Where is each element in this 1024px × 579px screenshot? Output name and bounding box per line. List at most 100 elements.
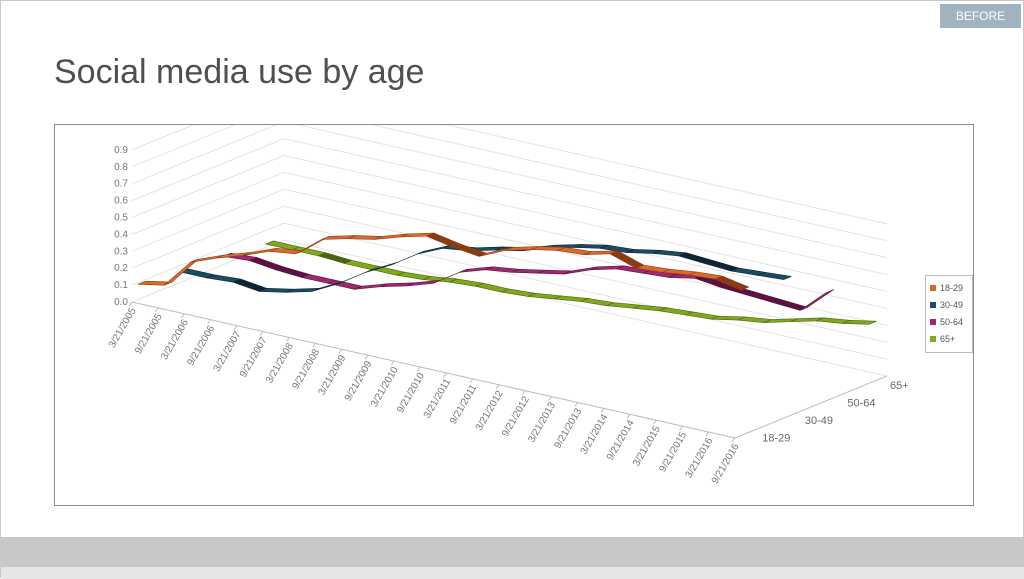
x-tick [338, 349, 343, 354]
x-tick-label: 9/21/2012 [500, 394, 532, 438]
series-segment [799, 289, 835, 311]
x-tick [416, 366, 421, 372]
x-tick-label: 9/21/2007 [238, 335, 270, 379]
x-tick [679, 425, 683, 431]
x-tick-label: 3/21/2012 [474, 388, 506, 432]
x-tick-label: 9/21/2014 [605, 418, 637, 462]
y-tick-label: 0.7 [114, 179, 128, 190]
x-tick [154, 307, 159, 313]
x-tick-label: 3/21/2008 [264, 341, 296, 385]
x-tick-label: 3/21/2013 [526, 400, 558, 444]
x-tick [652, 419, 657, 425]
series-segment [249, 257, 284, 271]
gridline-side [131, 125, 195, 151]
gridline-back [296, 125, 888, 259]
gridline-side [131, 222, 285, 286]
x-tick-label: 9/21/2016 [710, 442, 742, 486]
x-tick [731, 437, 736, 443]
series-ribbon-65+ [265, 240, 877, 325]
gridline-side [131, 205, 285, 269]
gridline-back [283, 138, 888, 276]
x-tick-label: 9/21/2005 [133, 312, 165, 356]
series-segment [609, 250, 645, 269]
x-tick-label: 9/21/2010 [395, 371, 427, 415]
gridline-side [131, 239, 285, 303]
y-tick-label: 0.5 [114, 213, 128, 224]
gridline-side [131, 125, 278, 185]
depth-tick-label: 65+ [890, 380, 909, 392]
y-tick-label: 0.1 [114, 280, 128, 291]
series-segment [275, 266, 310, 278]
x-tick-label: 9/21/2015 [657, 430, 689, 474]
legend-swatch-50-64 [930, 319, 936, 325]
depth-tick-label: 50-64 [847, 398, 875, 410]
legend-swatch-30-49 [930, 302, 936, 308]
x-tick [285, 337, 290, 342]
x-tick [207, 319, 212, 325]
before-badge: BEFORE [940, 4, 1021, 28]
chart-frame: 0.0 0.1 0.2 0.3 0.4 0.5 0.6 0.7 0.8 0.9 3/21/2005 9… [54, 124, 974, 506]
x-tick [574, 402, 579, 407]
x-tick [181, 313, 185, 319]
gridline-back [283, 171, 888, 309]
chart-3d-line: 0.00.10.20.30.40.50.60.70.80.93/21/20059… [107, 125, 909, 486]
series-segment [747, 291, 782, 304]
gridline-side [131, 125, 236, 168]
gridline-side [131, 155, 285, 218]
legend-item-30-49: 30-49 [930, 298, 963, 312]
x-tick [548, 396, 552, 401]
legend-label-65plus: 65+ [940, 334, 956, 344]
gridline-back [283, 222, 888, 360]
footer-strip [1, 567, 1024, 579]
legend-swatch-18-29 [930, 285, 936, 291]
chart-legend: 18-29 30-49 50-64 65+ [925, 275, 973, 353]
legend-item-50-64: 50-64 [930, 315, 963, 329]
x-tick-label: 3/21/2009 [317, 353, 349, 397]
gridline-back [371, 125, 888, 242]
y-tick-label: 0.2 [114, 263, 128, 274]
y-tick-label: 0.3 [114, 246, 128, 257]
x-axis-line [131, 301, 736, 439]
x-tick-label: 3/21/2015 [631, 424, 663, 468]
x-tick-label: 9/21/2013 [553, 406, 585, 450]
legend-label-50-64: 50-64 [940, 317, 964, 327]
x-tick-label: 3/21/2007 [212, 329, 244, 373]
x-tick-label: 3/21/2006 [159, 317, 191, 361]
y-tick-label: 0.4 [114, 229, 128, 240]
x-tick [128, 301, 133, 307]
x-tick-label: 9/21/2006 [185, 323, 217, 367]
x-tick-label: 9/21/2011 [448, 382, 480, 426]
x-tick-label: 9/21/2009 [343, 359, 375, 403]
depth-tick-label: 18-29 [762, 432, 790, 444]
x-tick [469, 378, 474, 384]
legend-label-18-29: 18-29 [940, 283, 964, 293]
series-segment [842, 320, 877, 325]
x-tick-label: 3/21/2011 [422, 377, 454, 421]
gridline-side [131, 138, 285, 202]
series-segment [704, 260, 740, 272]
legend-label-30-49: 30-49 [940, 300, 964, 310]
gridline-back [283, 155, 888, 292]
y-tick-label: 0.6 [114, 196, 128, 207]
x-tick-label: 3/21/2010 [369, 365, 401, 409]
x-tick [443, 372, 448, 378]
series-segment [232, 278, 268, 292]
x-tick-label: 3/21/2016 [684, 436, 716, 480]
legend-item-65plus: 65+ [930, 332, 955, 346]
y-tick-label: 0.9 [114, 145, 128, 156]
slide-title: Social media use by age [54, 53, 425, 91]
x-tick-label: 9/21/2008 [290, 347, 322, 391]
series-segment [714, 275, 749, 291]
x-tick-label: 3/21/2005 [107, 306, 139, 350]
legend-swatch-65plus [930, 336, 936, 342]
series-segment [416, 244, 451, 255]
gridline-back [446, 125, 888, 225]
x-tick [364, 354, 369, 360]
x-tick [521, 390, 526, 395]
x-tick [233, 325, 238, 330]
gridline-side [131, 188, 285, 252]
x-tick [600, 408, 605, 413]
series-ribbon-18-29 [137, 232, 749, 291]
x-tick [495, 384, 500, 390]
